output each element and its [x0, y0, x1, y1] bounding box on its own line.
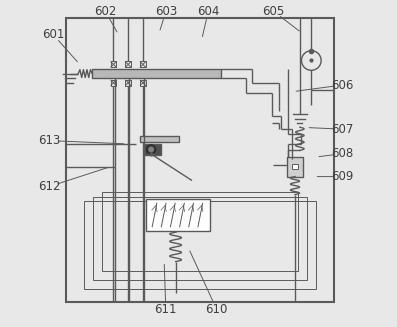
Text: 612: 612 — [39, 180, 61, 193]
Text: 601: 601 — [42, 28, 64, 41]
Text: 608: 608 — [331, 147, 353, 160]
Circle shape — [146, 145, 156, 154]
Text: 609: 609 — [331, 170, 354, 183]
Text: 611: 611 — [154, 302, 177, 316]
Bar — [146, 199, 210, 231]
Bar — [140, 61, 146, 67]
Bar — [144, 144, 161, 155]
Bar — [125, 80, 131, 86]
Bar — [125, 61, 131, 67]
Bar — [140, 136, 179, 142]
Text: 605: 605 — [262, 5, 285, 18]
Bar — [84, 201, 316, 289]
Bar — [110, 61, 116, 67]
Text: 602: 602 — [94, 5, 116, 18]
Bar — [292, 164, 298, 169]
Bar — [140, 80, 146, 86]
Bar — [287, 157, 303, 177]
Text: 606: 606 — [331, 78, 354, 92]
Bar — [92, 69, 222, 78]
Bar — [102, 192, 298, 271]
Bar — [66, 18, 334, 302]
Text: 610: 610 — [205, 302, 227, 316]
Circle shape — [149, 147, 153, 152]
Text: 603: 603 — [155, 5, 177, 18]
Bar — [110, 80, 116, 86]
Text: 607: 607 — [331, 123, 354, 136]
Bar — [93, 197, 307, 280]
Text: 613: 613 — [39, 134, 61, 147]
Text: 604: 604 — [197, 5, 220, 18]
